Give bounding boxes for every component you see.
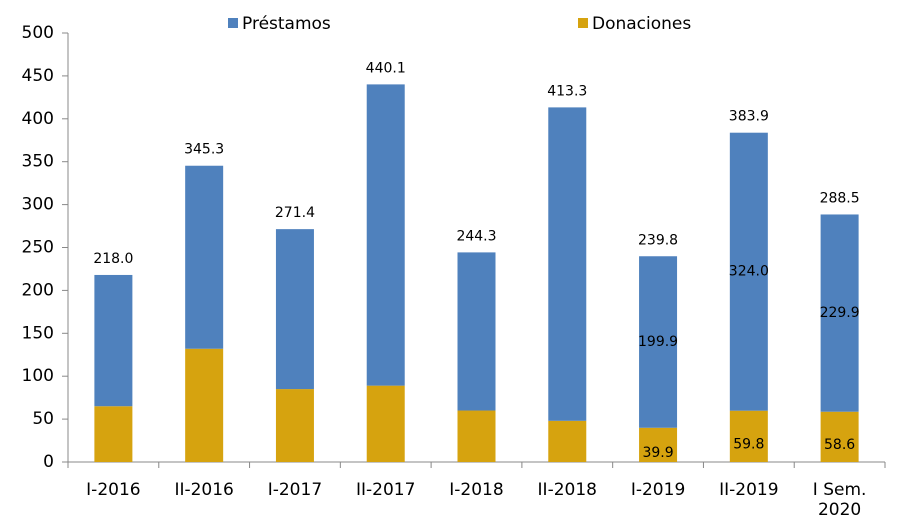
y-tick-label: 450 [22, 66, 54, 86]
x-tick-label: II-2018 [538, 480, 597, 500]
legend-label: Donaciones [592, 14, 691, 34]
bar-segment [639, 256, 678, 428]
total-label: 383.9 [729, 109, 769, 125]
total-label: 244.3 [456, 228, 496, 244]
y-tick-label: 350 [22, 152, 54, 172]
y-tick-label: 250 [22, 238, 54, 258]
bar-segment [548, 420, 587, 462]
bar-segment [94, 274, 133, 407]
bar-segment [639, 427, 678, 462]
bar-segment [820, 214, 859, 412]
legend-label: Préstamos [242, 14, 331, 34]
x-tick-label: I Sem. 2020 [813, 480, 867, 517]
x-tick-label: I-2018 [449, 480, 503, 500]
y-tick-label: 200 [22, 280, 54, 300]
y-tick-label: 500 [22, 23, 54, 43]
total-label: 218.0 [93, 251, 133, 267]
total-label: 345.3 [184, 142, 224, 158]
data-label: 39.9 [642, 445, 673, 461]
bar-segment [457, 410, 496, 462]
data-label: 199.9 [638, 334, 678, 350]
total-label: 440.1 [366, 60, 406, 76]
bar-segment [185, 348, 224, 462]
bar-segment [185, 165, 224, 349]
bar-segment [366, 385, 405, 462]
data-label: 324.0 [729, 264, 769, 280]
y-tick-label: 100 [22, 366, 54, 386]
data-label: 58.6 [824, 437, 855, 453]
legend-swatch [578, 18, 588, 28]
total-label: 413.3 [547, 83, 587, 99]
y-tick-label: 150 [22, 323, 54, 343]
x-tick-label: II-2019 [719, 480, 778, 500]
bar-segment [820, 411, 859, 462]
y-tick-label: 0 [43, 452, 54, 472]
x-tick-label: I-2016 [86, 480, 140, 500]
x-tick-label: I-2017 [268, 480, 322, 500]
x-tick-label: II-2016 [174, 480, 233, 500]
bar-segment [275, 229, 314, 390]
bar-segment [94, 406, 133, 462]
x-tick-label: II-2017 [356, 480, 415, 500]
data-label: 229.9 [820, 305, 860, 321]
data-label: 59.8 [733, 436, 764, 452]
total-label: 271.4 [275, 205, 315, 221]
bar-segment [366, 84, 405, 386]
bar-segment [457, 252, 496, 411]
total-label: 288.5 [820, 190, 860, 206]
bar-segment [275, 389, 314, 462]
bar-segment [548, 107, 587, 421]
y-tick-label: 400 [22, 109, 54, 129]
legend-swatch [228, 18, 238, 28]
bar-segment [729, 410, 768, 462]
y-tick-label: 50 [32, 409, 54, 429]
bar-segment [729, 132, 768, 411]
total-label: 239.8 [638, 232, 678, 248]
y-tick-label: 300 [22, 195, 54, 215]
x-tick-label: I-2019 [631, 480, 685, 500]
